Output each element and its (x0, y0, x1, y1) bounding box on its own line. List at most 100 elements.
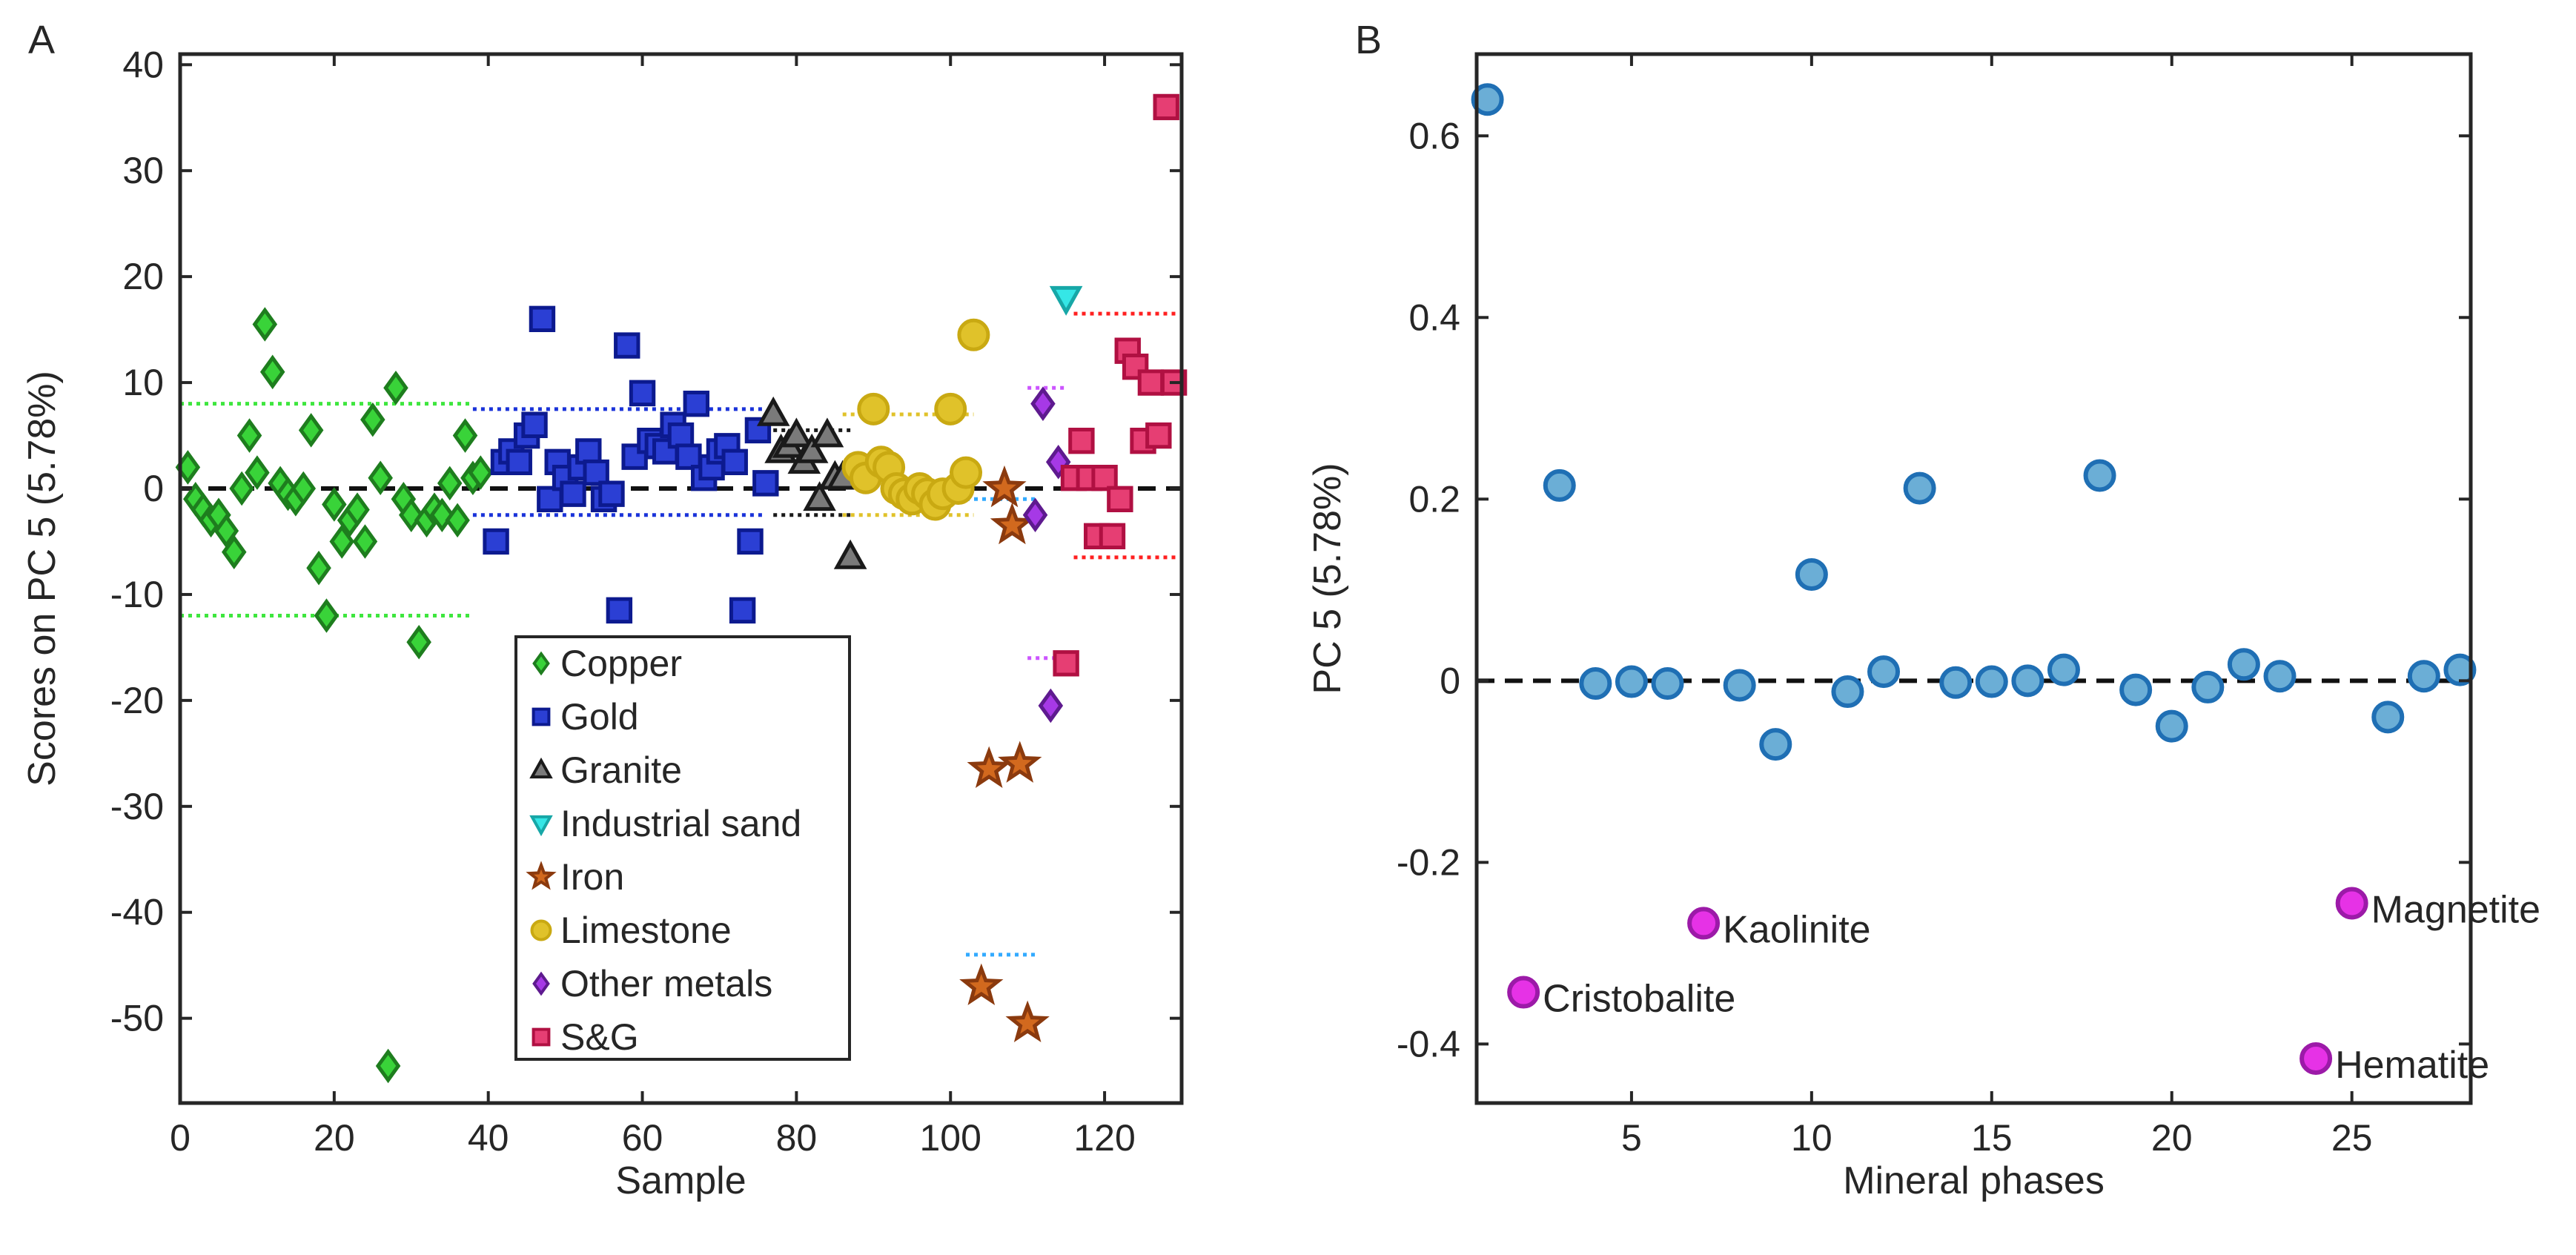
point-industrial-sand (1049, 285, 1083, 316)
panel-b-ytick-label: 0.4 (1408, 297, 1460, 338)
mineral-phase-point (1651, 667, 1684, 700)
panel-a-ytick-label: 40 (122, 44, 164, 85)
point-copper (229, 471, 254, 506)
mineral-phase-point (1723, 669, 1756, 702)
point-copper (368, 460, 393, 495)
point-copper (252, 307, 278, 342)
point-gold (629, 380, 656, 407)
panel-a-axes-box (178, 52, 1184, 1105)
point-s-g (1091, 465, 1118, 491)
point-iron (998, 741, 1042, 783)
point-gold (529, 305, 556, 333)
panel-a-ytick-label: 20 (122, 256, 164, 297)
point-copper (352, 524, 378, 559)
point-limestone (950, 456, 983, 489)
panel-b-xlabel: Mineral phases (1843, 1159, 2105, 1202)
legend-marker-copper (532, 651, 550, 676)
point-copper (213, 513, 239, 549)
panel-a-limit-lines (180, 311, 1182, 957)
point-copper (445, 503, 470, 538)
point-iron (982, 465, 1027, 508)
point-gold (667, 422, 695, 449)
panel-a-ytick-label: -20 (110, 680, 164, 721)
mineral-phase-point (2191, 670, 2225, 703)
point-gold (506, 448, 532, 475)
point-copper (437, 466, 463, 501)
point-copper (360, 402, 385, 437)
legend-marker-other-metals (532, 971, 550, 996)
panel-a-ytick-label: 30 (122, 150, 164, 191)
point-gold (606, 597, 633, 624)
mineral-phase-point (1831, 675, 1864, 709)
point-copper (236, 418, 262, 453)
mineral-phase-point (1795, 557, 1828, 591)
mineral-phase-point (2227, 648, 2260, 681)
legend-marker-gold (532, 707, 551, 726)
legend-label-limestone: Limestone (560, 910, 732, 951)
point-gold (583, 459, 609, 486)
point-copper (291, 471, 317, 506)
mineral-phase-point (2443, 653, 2477, 686)
mineral-phase-point (1867, 655, 1901, 689)
point-gold (729, 597, 756, 624)
point-copper (322, 487, 347, 522)
mineral-phase-point (2407, 660, 2440, 693)
panel-a-points (175, 93, 1188, 1084)
legend-marker-limestone (530, 919, 552, 941)
panel-a-xtick-label: 120 (1073, 1117, 1135, 1159)
point-other-metals (1030, 386, 1056, 421)
mineral-phase-point (2083, 459, 2116, 492)
point-gold (521, 411, 548, 438)
panel-a-xtick-label: 100 (920, 1117, 981, 1159)
point-copper (375, 1048, 401, 1084)
mineral-phase-point (1903, 471, 1936, 505)
panel-a-ylabel: Scores on PC 5 (5.78%) (21, 371, 64, 787)
panel-b-ytick-label: -0.2 (1397, 841, 1460, 883)
point-s-g (1153, 93, 1179, 121)
point-granite (833, 539, 867, 569)
panel-b-ytick-label: 0.2 (1408, 478, 1460, 520)
mineral-phase-point (1543, 468, 1576, 502)
point-gold (737, 528, 764, 555)
point-granite (810, 417, 844, 448)
mineral-phase-point (2119, 673, 2153, 706)
annotation-kaolinite: Kaolinite (1723, 908, 1870, 951)
panel-a-axes: 0 20 40 60 80 100 120403020100-10-20-30-40-50S… (21, 44, 1184, 1202)
panel-a-legend: Copper Gold Granite Industrial sand Iron Lime… (514, 635, 851, 1061)
panel-b-xtick-label: 5 (1621, 1117, 1642, 1159)
panel-a-ytick-label: -10 (110, 574, 164, 615)
point-limestone (857, 392, 890, 425)
panel-a-ytick-label: 0 (143, 468, 164, 509)
mineral-phase-point (2263, 660, 2297, 693)
point-gold (721, 448, 748, 475)
highlighted-mineral-point (2299, 1042, 2333, 1075)
point-s-g (1107, 486, 1133, 513)
panel-a-ytick-label: -40 (110, 892, 164, 933)
point-copper (221, 534, 247, 570)
mineral-phase-point (2155, 709, 2188, 743)
point-iron (959, 963, 1004, 1005)
point-granite (780, 417, 813, 448)
legend-label-granite: Granite (560, 749, 682, 791)
point-iron (1005, 1000, 1050, 1042)
panel-a-ytick-label: -50 (110, 998, 164, 1039)
panel-b-ytick-label: -0.4 (1397, 1023, 1460, 1064)
highlighted-mineral-point (1687, 907, 1721, 940)
panel-b-points (1471, 83, 2477, 1075)
point-copper (345, 492, 370, 527)
point-copper (259, 354, 285, 390)
panel-a-xtick-label: 40 (468, 1117, 509, 1159)
point-copper (245, 455, 270, 490)
point-copper (383, 370, 408, 405)
point-s-g (1099, 523, 1126, 550)
point-granite (803, 481, 836, 511)
panel-a-label: A (28, 18, 55, 62)
point-gold (614, 332, 640, 359)
legend-marker-industrial-sand (529, 815, 553, 837)
point-other-metals (1038, 688, 1064, 723)
mineral-phase-point (1975, 665, 2008, 698)
annotation-hematite: Hematite (2335, 1044, 2489, 1087)
point-limestone (934, 392, 967, 425)
